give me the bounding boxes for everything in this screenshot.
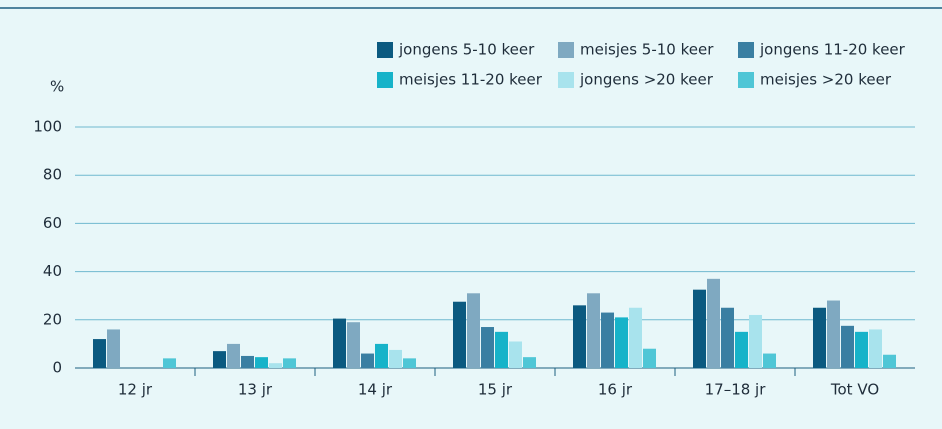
x-tick-label: 15 jr bbox=[478, 381, 513, 399]
bar bbox=[495, 331, 508, 368]
bar bbox=[827, 300, 840, 368]
bar bbox=[523, 357, 536, 368]
bar bbox=[361, 353, 374, 368]
x-tick-label: 13 jr bbox=[238, 381, 273, 399]
y-tick-label: 80 bbox=[43, 166, 62, 184]
bar bbox=[587, 293, 600, 368]
bar bbox=[283, 358, 296, 368]
bar bbox=[749, 314, 762, 368]
x-tick-label: Tot VO bbox=[830, 381, 879, 399]
bar bbox=[333, 318, 346, 368]
bar bbox=[347, 322, 360, 368]
legend-swatch bbox=[558, 42, 574, 58]
y-tick-label: 60 bbox=[43, 214, 62, 232]
bar bbox=[693, 289, 706, 368]
legend-swatch bbox=[377, 42, 393, 58]
y-tick-label: 0 bbox=[52, 359, 62, 377]
legend-swatch bbox=[738, 72, 754, 88]
x-tick-label: 16 jr bbox=[598, 381, 633, 399]
legend-swatch bbox=[558, 72, 574, 88]
bar bbox=[163, 358, 176, 368]
legend-label: meisjes 5-10 keer bbox=[580, 41, 714, 59]
bar bbox=[481, 327, 494, 368]
bar bbox=[255, 357, 268, 368]
legend-label: jongens 11-20 keer bbox=[759, 41, 906, 59]
bar bbox=[269, 363, 282, 368]
y-tick-label: 40 bbox=[43, 262, 62, 280]
bar bbox=[643, 348, 656, 368]
bar bbox=[841, 325, 854, 368]
y-tick-label: 100 bbox=[33, 118, 62, 136]
bar bbox=[227, 343, 240, 368]
y-tick-label: 20 bbox=[43, 310, 62, 328]
bar bbox=[389, 349, 402, 368]
bar bbox=[213, 351, 226, 368]
y-axis-label: % bbox=[50, 78, 64, 96]
bar bbox=[615, 317, 628, 368]
legend-label: jongens >20 keer bbox=[579, 71, 714, 89]
bar bbox=[601, 312, 614, 368]
bar bbox=[107, 329, 120, 368]
bar bbox=[629, 307, 642, 368]
x-tick-label: 14 jr bbox=[358, 381, 393, 399]
legend-label: jongens 5-10 keer bbox=[398, 41, 535, 59]
x-tick-label: 12 jr bbox=[118, 381, 153, 399]
bar bbox=[707, 278, 720, 368]
bar bbox=[883, 354, 896, 368]
bar bbox=[573, 305, 586, 368]
bar bbox=[241, 355, 254, 368]
legend-label: meisjes 11-20 keer bbox=[399, 71, 543, 89]
bar bbox=[763, 353, 776, 368]
legend-label: meisjes >20 keer bbox=[760, 71, 892, 89]
bar bbox=[813, 307, 826, 368]
bar bbox=[93, 339, 106, 368]
bar bbox=[467, 293, 480, 368]
bar bbox=[453, 301, 466, 368]
legend-swatch bbox=[738, 42, 754, 58]
legend-swatch bbox=[377, 72, 393, 88]
bar bbox=[403, 358, 416, 368]
bar bbox=[375, 343, 388, 368]
bar bbox=[855, 331, 868, 368]
bar bbox=[509, 341, 522, 368]
bar bbox=[869, 329, 882, 368]
bar bbox=[735, 331, 748, 368]
bar bbox=[721, 307, 734, 368]
x-tick-label: 17–18 jr bbox=[705, 381, 767, 399]
